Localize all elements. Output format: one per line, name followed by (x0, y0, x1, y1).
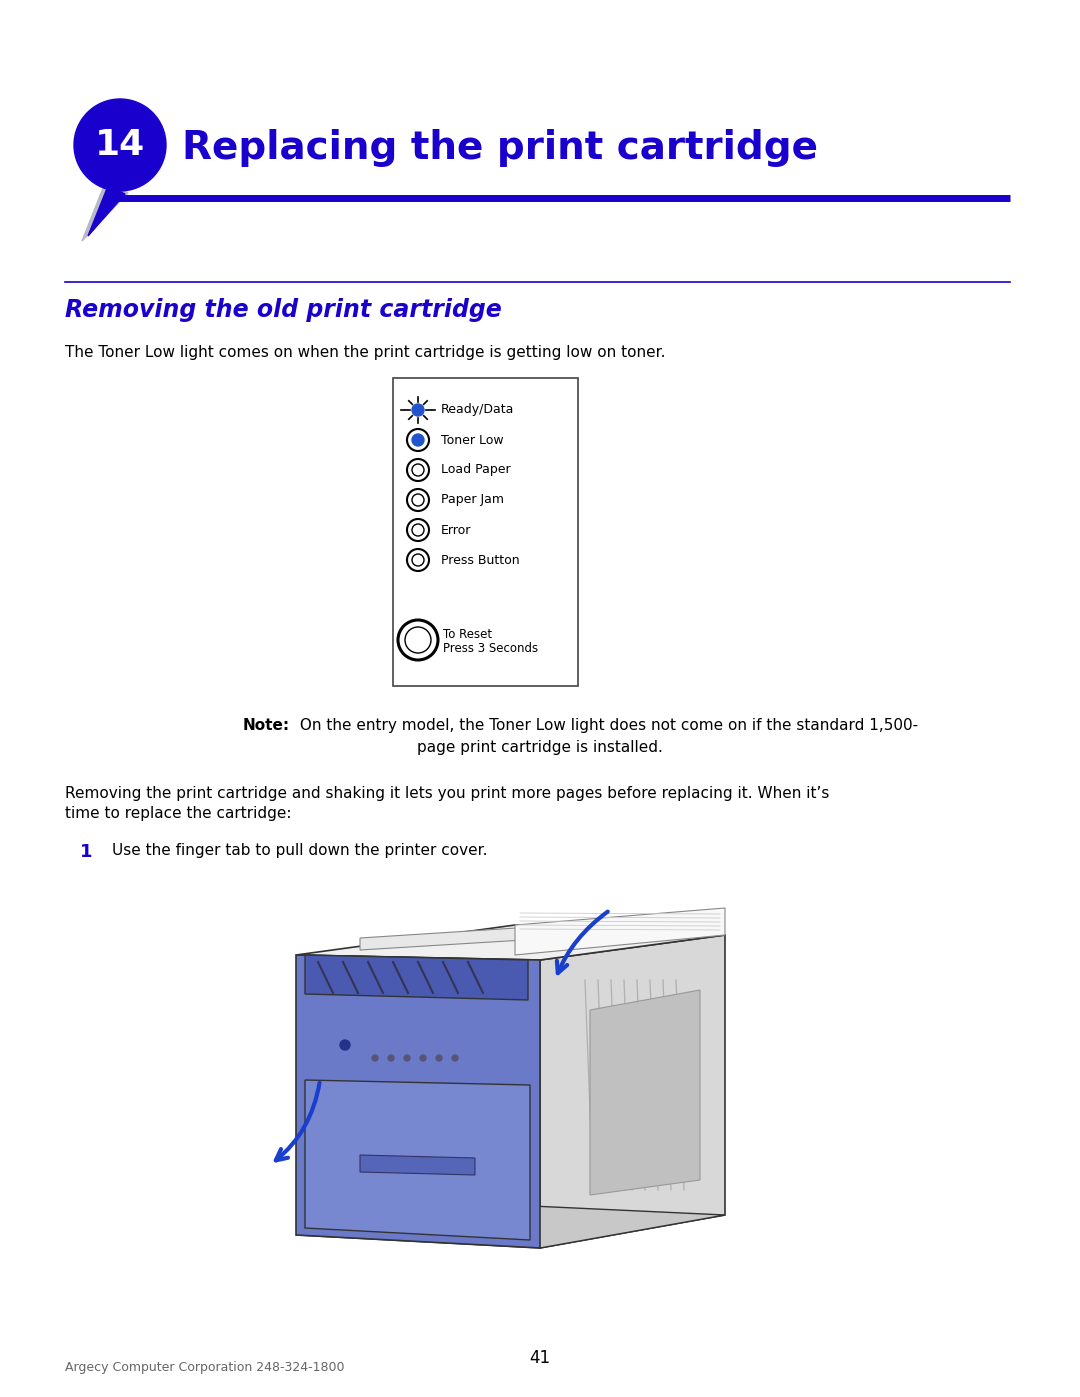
Polygon shape (305, 1080, 530, 1241)
Text: Toner Low: Toner Low (441, 433, 503, 447)
Text: Load Paper: Load Paper (441, 464, 511, 476)
Text: Press 3 Seconds: Press 3 Seconds (443, 641, 538, 655)
Circle shape (388, 1055, 394, 1060)
Polygon shape (296, 925, 725, 960)
Text: Error: Error (441, 524, 471, 536)
Circle shape (75, 99, 166, 191)
Circle shape (404, 1055, 410, 1060)
Text: 14: 14 (95, 129, 145, 162)
Text: time to replace the cartridge:: time to replace the cartridge: (65, 806, 292, 821)
Circle shape (340, 1039, 350, 1051)
Text: 1: 1 (80, 842, 93, 861)
Polygon shape (590, 990, 700, 1194)
FancyBboxPatch shape (393, 379, 578, 686)
Text: Paper Jam: Paper Jam (441, 493, 504, 507)
Polygon shape (87, 186, 125, 236)
Text: Removing the print cartridge and shaking it lets you print more pages before rep: Removing the print cartridge and shaking… (65, 787, 829, 800)
Text: The Toner Low light comes on when the print cartridge is getting low on toner.: The Toner Low light comes on when the pr… (65, 345, 665, 359)
Text: On the entry model, the Toner Low light does not come on if the standard 1,500-: On the entry model, the Toner Low light … (295, 718, 918, 733)
Polygon shape (540, 935, 725, 1248)
Text: Ready/Data: Ready/Data (441, 404, 514, 416)
Text: Press Button: Press Button (441, 553, 519, 567)
Text: Argecy Computer Corporation 248-324-1800: Argecy Computer Corporation 248-324-1800 (65, 1362, 345, 1375)
Text: Replacing the print cartridge: Replacing the print cartridge (183, 129, 818, 168)
Circle shape (372, 1055, 378, 1060)
Circle shape (420, 1055, 426, 1060)
Polygon shape (296, 956, 540, 1248)
Circle shape (453, 1055, 458, 1060)
Text: Use the finger tab to pull down the printer cover.: Use the finger tab to pull down the prin… (112, 842, 487, 858)
Text: Removing the old print cartridge: Removing the old print cartridge (65, 298, 502, 321)
Circle shape (436, 1055, 442, 1060)
Text: page print cartridge is installed.: page print cartridge is installed. (417, 740, 663, 754)
Polygon shape (305, 956, 528, 1000)
Polygon shape (515, 908, 725, 956)
Text: To Reset: To Reset (443, 627, 492, 640)
Circle shape (411, 404, 424, 416)
Polygon shape (360, 915, 720, 950)
Polygon shape (296, 1206, 725, 1248)
Circle shape (411, 434, 424, 446)
Polygon shape (360, 1155, 475, 1175)
Polygon shape (82, 183, 129, 242)
Text: 41: 41 (529, 1350, 551, 1368)
Text: Note:: Note: (243, 718, 291, 733)
